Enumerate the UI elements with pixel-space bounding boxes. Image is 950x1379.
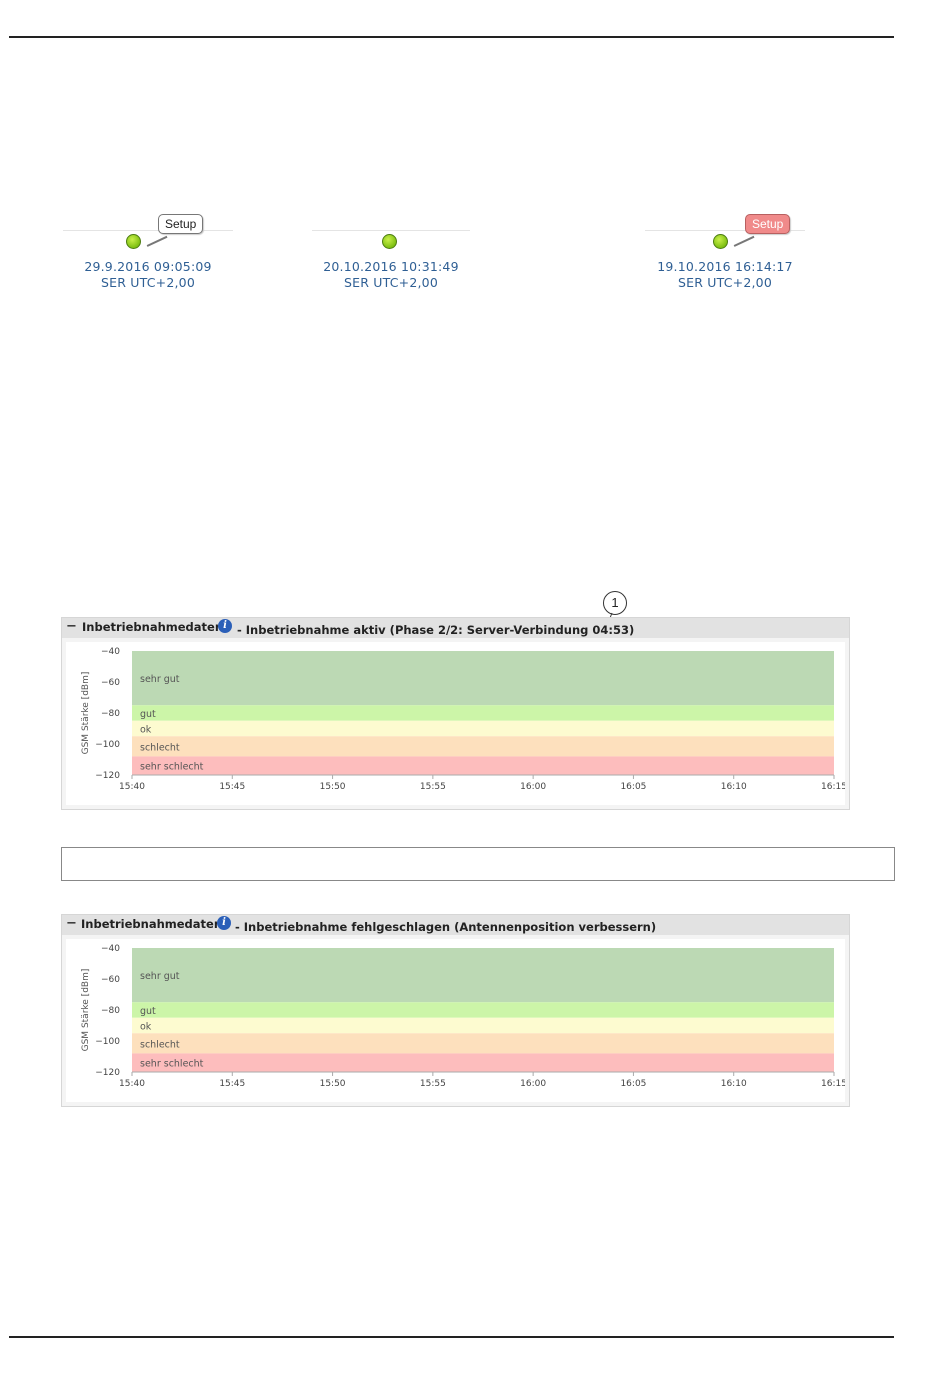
divider: [645, 230, 805, 231]
panel-header: − Inbetriebnahmedaten i - Inbetriebnahme…: [62, 618, 849, 638]
y-tick-label: −100: [95, 740, 120, 750]
y-tick-label: −80: [101, 709, 120, 719]
commissioning-panel-1: − Inbetriebnahmedaten i - Inbetriebnahme…: [61, 617, 850, 810]
setup-badge[interactable]: Setup: [158, 214, 204, 234]
divider: [63, 230, 233, 231]
x-tick-label: 15:40: [119, 1079, 145, 1089]
band-label: sehr gut: [140, 971, 180, 982]
x-tick-label: 16:00: [520, 1079, 546, 1089]
info-icon[interactable]: i: [217, 916, 231, 930]
gsm-strength-chart: sehr gut gut ok schlecht sehr schlecht −40 −60…: [81, 944, 845, 1089]
band-gut: [132, 705, 834, 721]
band-label: sehr gut: [140, 674, 180, 685]
band-ok: [132, 720, 834, 737]
y-tick-label: −60: [101, 678, 120, 688]
band-label: ok: [140, 1022, 152, 1033]
band-label: sehr schlecht: [140, 1059, 204, 1070]
status-widget-2: 20.10.2016 10:31:49 SER UTC+2,00: [312, 212, 470, 302]
x-tick-label: 15:45: [219, 1079, 245, 1089]
panel-title: Inbetriebnahmedaten: [81, 917, 223, 931]
status-date: 20.10.2016 10:31:49: [323, 259, 459, 274]
status-date: 19.10.2016 16:14:17: [657, 259, 793, 274]
divider: [312, 230, 470, 231]
y-axis-label: GSM Stärke [dBm]: [81, 672, 91, 755]
band-label: schlecht: [140, 1039, 180, 1050]
bubble-tail: [733, 235, 755, 247]
y-tick-label: −40: [101, 944, 120, 954]
band-label: ok: [140, 725, 152, 736]
y-tick-label: −120: [95, 771, 120, 781]
status-timezone: SER UTC+2,00: [344, 275, 438, 290]
status-ok-icon: [126, 234, 141, 249]
y-tick-label: −40: [101, 647, 120, 657]
x-tick-label: 16:00: [520, 782, 546, 792]
band-sehr-schlecht: [132, 1053, 834, 1072]
empty-frame: [61, 847, 895, 881]
x-tick-label: 15:55: [420, 782, 446, 792]
x-tick-label: 16:15: [821, 1079, 845, 1089]
bubble-tail: [146, 235, 168, 247]
gsm-strength-chart: sehr gut gut ok schlecht sehr schlecht −40 −60…: [81, 647, 845, 792]
x-tick-label: 16:10: [721, 782, 747, 792]
chart-area: sehr gut gut ok schlecht sehr schlecht −40 −60…: [66, 939, 845, 1102]
status-timezone: SER UTC+2,00: [678, 275, 772, 290]
commissioning-panel-2: − Inbetriebnahmedaten i - Inbetriebnahme…: [61, 914, 850, 1107]
chart-area: sehr gut gut ok schlecht sehr schlecht −40 −60…: [66, 642, 845, 805]
status-date: 29.9.2016 09:05:09: [84, 259, 212, 274]
x-tick-label: 16:15: [821, 782, 845, 792]
band-schlecht: [132, 1033, 834, 1054]
x-tick-label: 16:05: [620, 782, 646, 792]
band-label: schlecht: [140, 742, 180, 753]
y-axis-label: GSM Stärke [dBm]: [81, 969, 91, 1052]
y-tick-label: −80: [101, 1006, 120, 1016]
y-tick-label: −60: [101, 975, 120, 985]
commissioning-status: - Inbetriebnahme fehlgeschlagen (Antenne…: [235, 920, 657, 934]
panel-header: − Inbetriebnahmedaten i - Inbetriebnahme…: [62, 915, 849, 935]
band-label: gut: [140, 709, 156, 720]
status-widget-1: Setup 29.9.2016 09:05:09 SER UTC+2,00: [63, 212, 233, 302]
info-icon[interactable]: i: [218, 619, 232, 633]
setup-badge[interactable]: Setup: [745, 214, 791, 234]
band-ok: [132, 1017, 834, 1034]
y-tick-label: −100: [95, 1037, 120, 1047]
panel-title: Inbetriebnahmedaten: [82, 620, 224, 634]
band-gut: [132, 1002, 834, 1018]
x-tick-label: 15:45: [219, 782, 245, 792]
callout-number: 1: [603, 591, 627, 615]
x-tick-label: 16:10: [721, 1079, 747, 1089]
collapse-button[interactable]: −: [66, 619, 77, 634]
status-widget-3: Setup 19.10.2016 16:14:17 SER UTC+2,00: [645, 212, 805, 302]
band-label: gut: [140, 1006, 156, 1017]
x-tick-label: 15:40: [119, 782, 145, 792]
status-ok-icon: [382, 234, 397, 249]
commissioning-status: - Inbetriebnahme aktiv (Phase 2/2: Serve…: [237, 623, 635, 637]
band-label: sehr schlecht: [140, 762, 204, 773]
y-tick-label: −120: [95, 1068, 120, 1078]
band-schlecht: [132, 736, 834, 757]
band-sehr-schlecht: [132, 756, 834, 775]
status-timezone: SER UTC+2,00: [101, 275, 195, 290]
bottom-rule: [9, 1336, 894, 1338]
x-tick-label: 15:50: [320, 1079, 346, 1089]
band-sehr-gut: [132, 651, 834, 706]
collapse-button[interactable]: −: [66, 916, 77, 931]
x-tick-label: 16:05: [620, 1079, 646, 1089]
x-tick-label: 15:55: [420, 1079, 446, 1089]
status-ok-icon: [713, 234, 728, 249]
band-sehr-gut: [132, 948, 834, 1003]
top-rule: [9, 36, 894, 38]
x-tick-label: 15:50: [320, 782, 346, 792]
